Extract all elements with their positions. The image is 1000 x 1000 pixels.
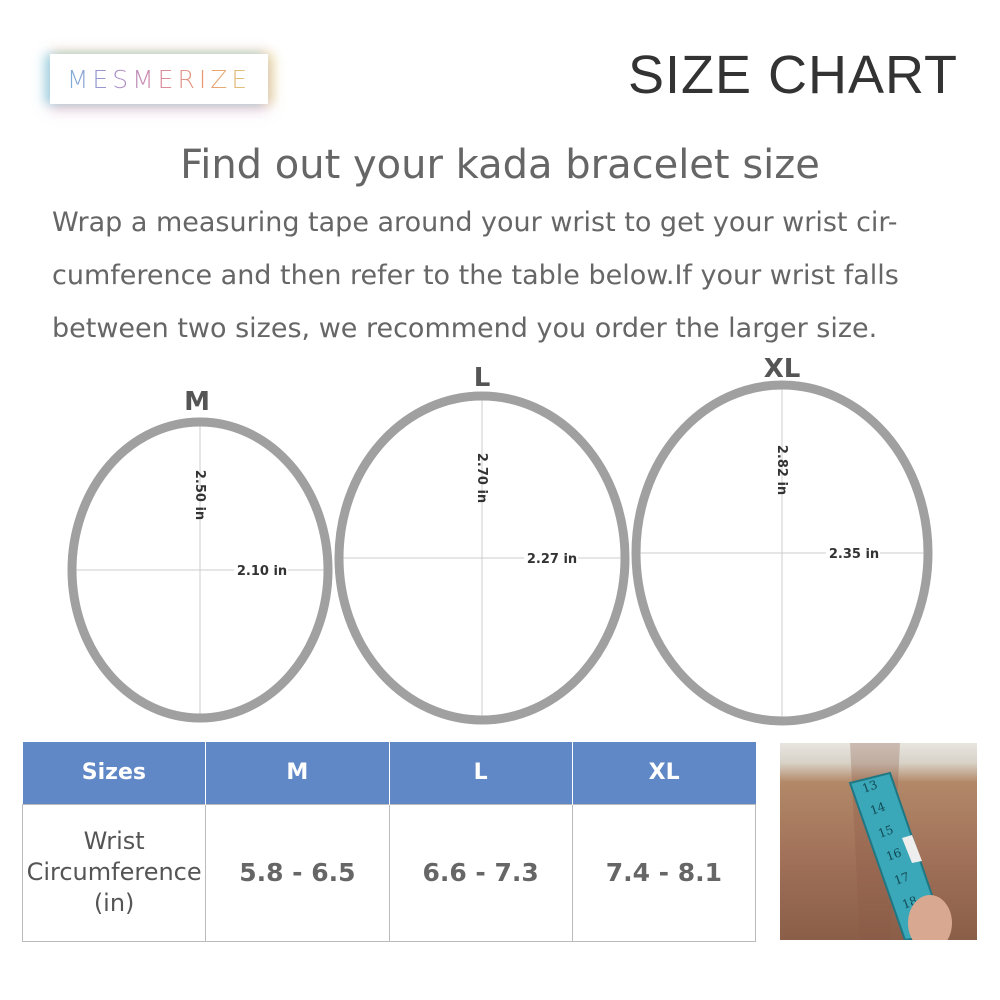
tape-number: 14 [868,799,887,818]
tape-number: 15 [876,822,895,840]
brand-logo: MESMERIZE [50,54,268,104]
row-label: Wrist Circumference (in) [21,803,207,942]
ring-width-label: 2.27 in [527,552,577,567]
description: Wrap a measuring tape around your wrist … [52,207,899,344]
ring-width-label: 2.35 in [829,547,879,562]
header-cell: L [389,742,573,804]
ring-l: L 2.27 in 2.70 in [334,363,630,725]
tape-number: 17 [892,869,911,887]
table-row: Wrist Circumference (in) 5.8 - 6.5 6.6 - 7… [21,803,757,942]
ring-label: L [474,363,491,393]
ring-xl: XL 2.35 in 2.82 in [631,354,933,726]
tape-number: 16 [884,845,903,863]
row-label-line: Circumference [26,858,202,886]
ring-height-label: 2.82 in [774,445,789,495]
tape-number: 13 [860,777,879,795]
row-label-line: Wrist [83,827,145,855]
value-cell: 7.4 - 8.1 [571,803,757,942]
row-label-line: (in) [93,889,135,917]
header-cell: M [205,742,390,804]
ring-m: M 2.10 in 2.50 in [67,387,333,723]
page-title: SIZE CHART [627,45,958,105]
table-header-row: Sizes M L XL [22,742,756,804]
value-cell: 5.8 - 6.5 [205,803,390,942]
ring-label: XL [764,354,801,384]
ring-diagrams: M 2.10 in 2.50 in L 2.27 in 2.70 in XL 2… [67,354,933,726]
value-cell: 6.6 - 7.3 [388,803,573,942]
ring-label: M [184,387,210,417]
header-cell: Sizes [22,742,207,804]
logo-text: MESMERIZE [66,64,252,94]
ring-height-label: 2.50 in [192,470,207,520]
header-cell: XL [572,742,756,804]
heading: Find out your kada bracelet size [180,142,820,188]
ring-width-label: 2.10 in [237,564,287,579]
size-table: Sizes M L XL Wrist Circumference (in) 5.8 … [21,742,757,942]
ring-height-label: 2.70 in [474,453,489,503]
wrist-measuring-photo: 13 14 15 16 17 18 [780,743,977,940]
